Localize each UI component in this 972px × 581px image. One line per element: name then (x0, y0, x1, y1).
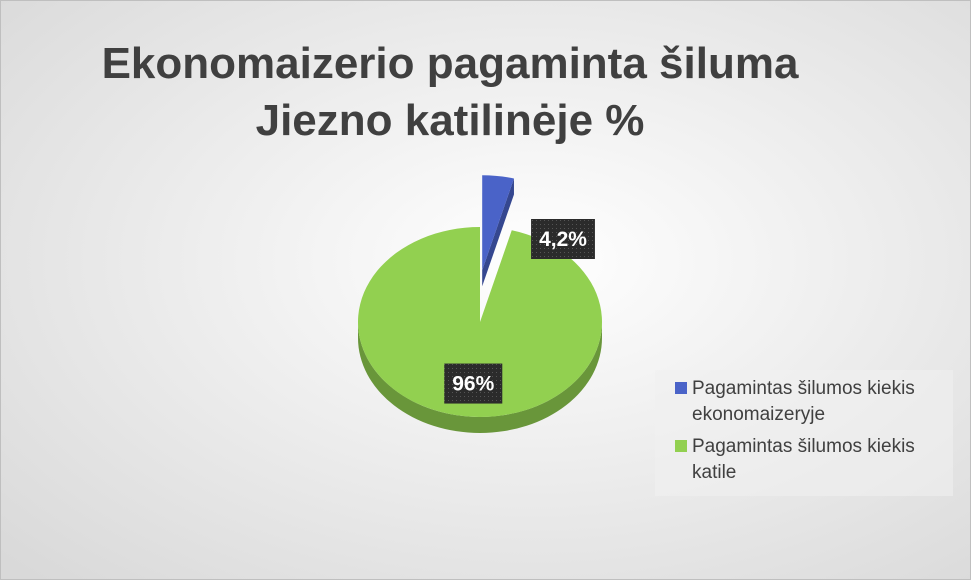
slice-side (482, 178, 514, 287)
legend-label: Pagamintas šilumos kiekis katile (692, 436, 915, 483)
chart-title: Ekonomaizerio pagaminta šiluma (102, 39, 799, 88)
legend-item: Pagamintas šilumos kiekis ekonomaizeryje (675, 376, 953, 428)
data-label: 96% (452, 373, 494, 396)
data-labels: 4,2% 96% (444, 219, 595, 404)
pie-slice (357, 227, 602, 417)
data-label-box (444, 363, 503, 404)
legend-swatch (675, 440, 687, 452)
pie (357, 175, 602, 433)
data-label-box (531, 219, 595, 259)
chart-title: Jiezno katilinėje % (256, 96, 645, 145)
legend: Pagamintas šilumos kiekis ekonomaizeryje… (655, 370, 953, 496)
slice-side (358, 322, 602, 433)
legend-label: Pagamintas šilumos kiekis ekonomaizeryje (692, 378, 915, 425)
pie-slice (482, 175, 514, 271)
data-label: 4,2% (539, 228, 587, 251)
legend-item: Pagamintas šilumos kiekis katile (675, 434, 953, 486)
legend-swatch (675, 382, 687, 394)
